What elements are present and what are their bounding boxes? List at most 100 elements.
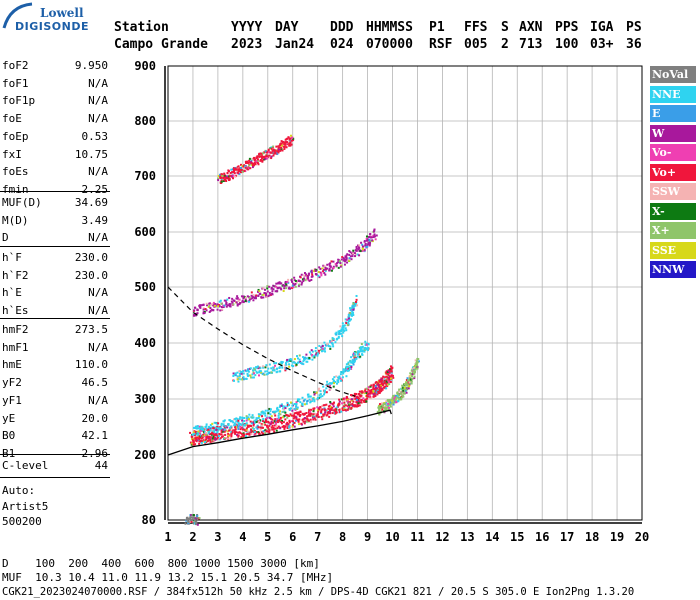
echo-point	[223, 419, 226, 422]
echo-point	[232, 167, 235, 170]
echo-point	[293, 276, 296, 279]
echo-point	[400, 398, 403, 401]
echo-point	[297, 284, 300, 287]
echo-point	[271, 290, 274, 293]
echo-point	[408, 385, 411, 388]
echo-point	[378, 413, 381, 416]
echo-point	[352, 307, 355, 310]
echo-point	[256, 156, 259, 159]
echo-point	[335, 411, 338, 414]
echo-point	[286, 141, 289, 144]
echo-point	[373, 228, 376, 231]
echo-point	[339, 265, 342, 268]
echo-point	[366, 349, 369, 352]
echo-point	[390, 374, 393, 377]
echo-point	[288, 421, 291, 424]
echo-point	[219, 181, 222, 184]
echo-point	[218, 304, 221, 307]
echo-point	[313, 412, 316, 415]
echo-point	[328, 412, 331, 415]
echo-point	[243, 416, 246, 419]
echo-point	[396, 391, 399, 394]
echo-point	[257, 294, 260, 297]
echo-point	[233, 172, 236, 175]
echo-point	[309, 414, 312, 417]
echo-point	[297, 411, 300, 414]
echo-point	[230, 168, 233, 171]
echo-point	[205, 302, 208, 305]
echo-point	[304, 403, 307, 406]
echo-point	[386, 399, 389, 402]
x-tick-label: 6	[289, 530, 296, 544]
echo-point	[295, 363, 298, 366]
echo-point	[265, 430, 268, 433]
header-value-1: 2023	[231, 37, 263, 52]
param-row: D N/A	[2, 231, 108, 249]
echo-point	[275, 425, 278, 428]
echo-point	[389, 370, 392, 373]
echo-point	[316, 354, 319, 357]
echo-point	[273, 430, 276, 433]
echo-point	[297, 399, 300, 402]
echo-point	[318, 266, 321, 269]
echo-point	[374, 394, 377, 397]
echo-point	[299, 414, 302, 417]
echo-point	[348, 313, 351, 316]
echo-point	[282, 408, 285, 411]
echo-point	[285, 368, 288, 371]
echo-point	[386, 377, 389, 380]
echo-point	[375, 391, 378, 394]
echo-point	[261, 287, 264, 290]
echo-point	[248, 413, 251, 416]
echo-point	[253, 433, 256, 436]
echo-point	[356, 395, 359, 398]
echo-point	[383, 385, 386, 388]
echo-point	[262, 287, 265, 290]
echo-point	[351, 306, 354, 309]
echo-point	[344, 397, 347, 400]
echo-point	[324, 411, 327, 414]
echo-point	[369, 391, 372, 394]
echo-point	[211, 439, 214, 442]
echo-point	[236, 303, 239, 306]
echo-point	[294, 285, 297, 288]
echo-point	[367, 243, 370, 246]
echo-point	[255, 421, 258, 424]
echo-point	[267, 427, 270, 430]
echo-point	[322, 413, 325, 416]
x-tick-label: 3	[214, 530, 221, 544]
echo-point	[364, 244, 367, 247]
trace-3	[191, 340, 370, 436]
echo-point	[414, 363, 417, 366]
echo-point	[281, 144, 284, 147]
echo-point	[240, 436, 243, 439]
echo-point	[330, 341, 333, 344]
echo-point	[350, 258, 353, 261]
echo-point	[329, 412, 332, 415]
echo-point	[362, 397, 365, 400]
echo-point	[301, 418, 304, 421]
echo-point	[215, 433, 218, 436]
echo-point	[343, 258, 346, 261]
echo-point	[368, 238, 371, 241]
echo-point	[278, 148, 281, 151]
param-name: foF1p	[2, 94, 36, 108]
echo-point	[398, 397, 401, 400]
echo-point	[203, 431, 206, 434]
echo-point	[252, 296, 255, 299]
echo-point	[258, 152, 261, 155]
echo-point	[278, 362, 281, 365]
echo-point	[367, 390, 370, 393]
echo-point	[195, 521, 198, 524]
y-tick-label: 800	[134, 114, 156, 128]
echo-point	[303, 417, 306, 420]
echo-point	[206, 304, 209, 307]
echo-point	[351, 310, 354, 313]
echo-point	[392, 401, 395, 404]
echo-point	[399, 392, 402, 395]
echo-point	[202, 308, 205, 311]
echo-point	[331, 402, 334, 405]
echo-point	[297, 361, 300, 364]
echo-point	[210, 426, 213, 429]
echo-point	[245, 427, 248, 430]
